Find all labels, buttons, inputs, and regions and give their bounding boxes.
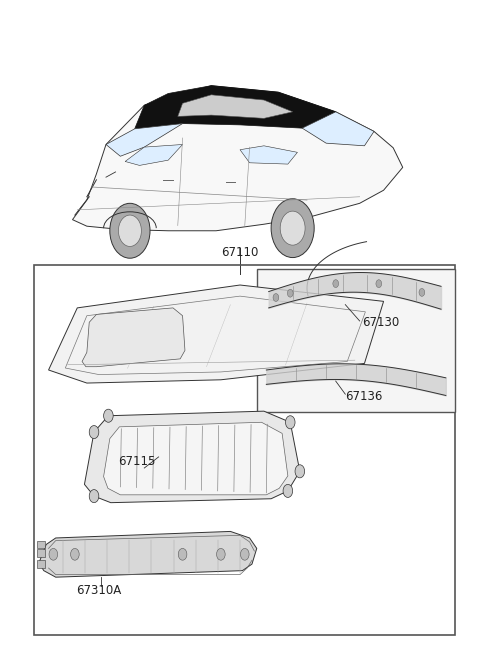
Polygon shape [82, 308, 185, 367]
Circle shape [419, 288, 425, 296]
Circle shape [295, 465, 305, 478]
Polygon shape [302, 112, 374, 146]
Circle shape [49, 548, 58, 560]
Text: 67115: 67115 [119, 455, 156, 468]
Circle shape [286, 416, 295, 429]
Polygon shape [125, 145, 182, 166]
Text: 67110: 67110 [221, 246, 259, 259]
Bar [36, 540, 45, 548]
Circle shape [240, 548, 249, 560]
Circle shape [288, 290, 293, 297]
Polygon shape [104, 422, 288, 495]
Polygon shape [106, 124, 182, 157]
Circle shape [71, 548, 79, 560]
Circle shape [89, 489, 99, 502]
Circle shape [216, 548, 225, 560]
Polygon shape [240, 146, 298, 164]
Text: 67310A: 67310A [76, 584, 121, 597]
Circle shape [110, 203, 150, 258]
Circle shape [280, 211, 305, 245]
Text: 67136: 67136 [345, 390, 382, 403]
Polygon shape [178, 95, 293, 119]
Polygon shape [48, 285, 384, 383]
Polygon shape [39, 531, 257, 577]
Text: 67130: 67130 [362, 316, 400, 329]
Polygon shape [72, 86, 403, 231]
Polygon shape [135, 86, 336, 129]
Circle shape [89, 426, 99, 439]
Bar [36, 560, 45, 568]
Circle shape [271, 198, 314, 257]
Circle shape [104, 409, 113, 422]
Circle shape [119, 215, 142, 246]
Bar [34, 265, 456, 635]
Circle shape [333, 280, 338, 288]
Bar [36, 549, 45, 557]
Circle shape [283, 484, 293, 497]
Polygon shape [84, 411, 300, 502]
Circle shape [273, 293, 279, 301]
Circle shape [178, 548, 187, 560]
Bar [257, 269, 456, 413]
Circle shape [376, 280, 382, 288]
